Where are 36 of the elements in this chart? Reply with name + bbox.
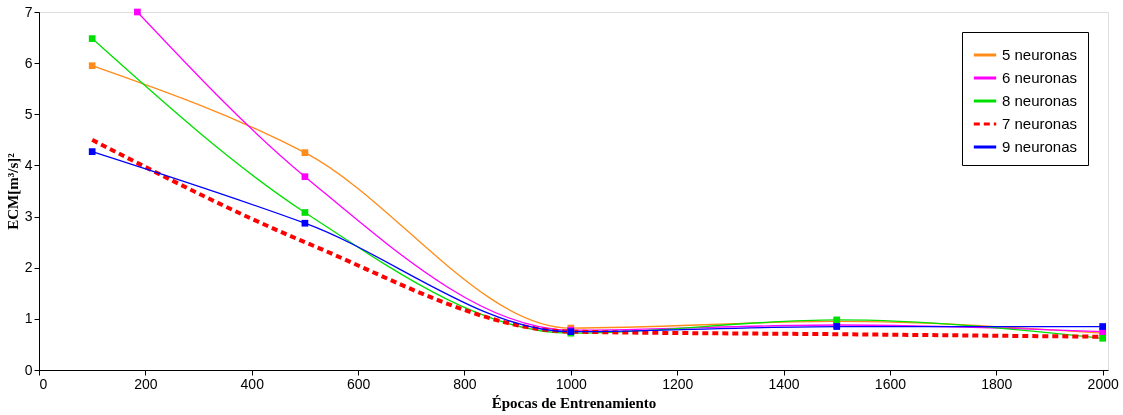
x-tick-label: 1200 <box>662 375 694 392</box>
point <box>88 62 96 70</box>
y-tick-label: 7 <box>24 3 33 20</box>
x-tick-label: 800 <box>453 375 477 392</box>
point <box>88 35 96 42</box>
legend-label: 8 neuronas <box>1002 92 1078 109</box>
x-tick-label: 1800 <box>981 375 1013 392</box>
x-tick-label: 2000 <box>1087 375 1119 392</box>
point <box>88 148 96 155</box>
y-tick-label: 1 <box>24 310 33 327</box>
y-tick-label: 2 <box>24 259 33 276</box>
y-tick-label: 4 <box>24 156 33 173</box>
y-axis-title: ECM[m³/s]² <box>4 152 21 230</box>
x-tick-label: 1400 <box>768 375 800 392</box>
point <box>301 173 309 181</box>
y-tick-label: 3 <box>24 208 33 225</box>
x-tick-label: 200 <box>134 375 158 392</box>
x-tick-label: 1000 <box>555 375 588 392</box>
point <box>134 8 141 16</box>
point <box>301 209 309 216</box>
legend-label: 9 neuronas <box>1002 138 1078 155</box>
point <box>301 149 309 156</box>
x-axis-title: Épocas de Entrenamiento <box>491 394 657 411</box>
y-tick-label: 0 <box>24 361 33 378</box>
y-tick-label: 5 <box>24 105 33 122</box>
point <box>1099 334 1107 342</box>
y-tick-label: 6 <box>24 54 33 71</box>
legend-label: 7 neuronas <box>1002 115 1078 132</box>
x-tick-label: 600 <box>346 375 371 392</box>
legend-label: 6 neuronas <box>1002 69 1078 86</box>
x-tick-label: 0 <box>39 375 48 392</box>
x-tick-label: 400 <box>240 375 265 392</box>
x-tick-label: 1600 <box>874 375 907 392</box>
point <box>1099 323 1107 330</box>
legend-label: 5 neuronas <box>1002 46 1078 63</box>
point <box>301 219 309 227</box>
